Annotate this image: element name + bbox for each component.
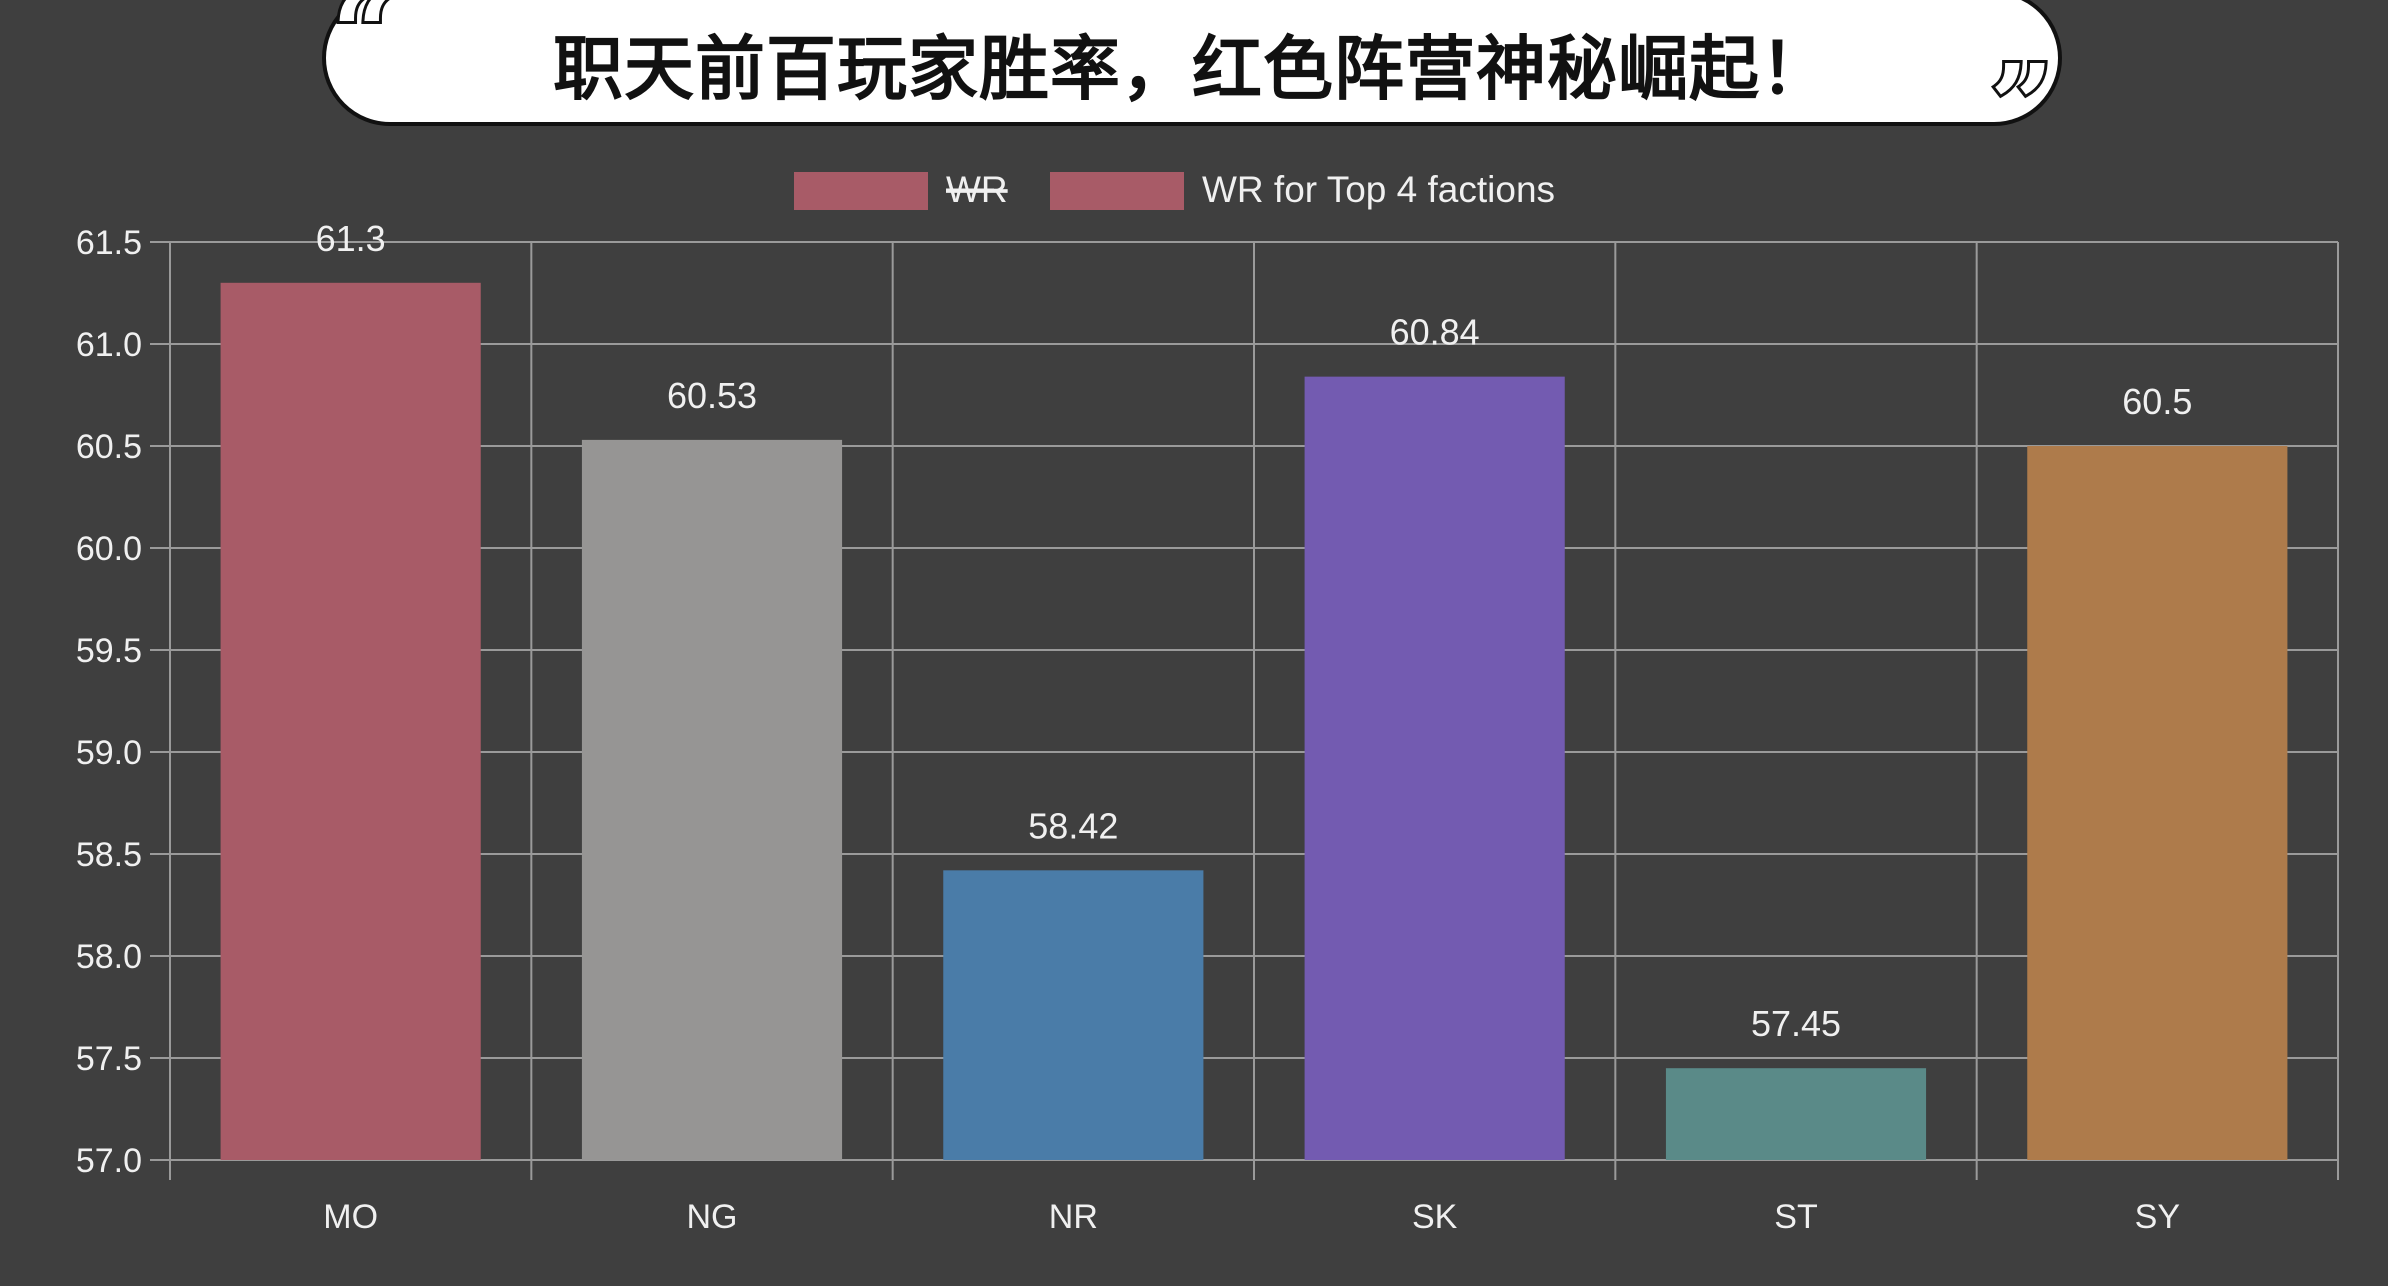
y-tick-label: 58.0	[76, 938, 142, 976]
x-tick-label-sy: SY	[2135, 1198, 2180, 1236]
x-tick-label-ng: NG	[687, 1198, 738, 1236]
data-label-nr: 58.42	[1028, 805, 1118, 846]
y-tick-label: 57.5	[76, 1040, 142, 1078]
y-tick-label: 57.0	[76, 1142, 142, 1180]
legend-label: WR for Top 4 factions	[1202, 169, 1555, 210]
y-tick-label: 60.5	[76, 428, 142, 466]
banner-title: 职天前百玩家胜率，红色阵营神秘崛起！	[553, 27, 1831, 110]
data-label-ng: 60.53	[667, 375, 757, 416]
x-tick-label-mo: MO	[323, 1198, 378, 1236]
data-label-sy: 60.5	[2122, 381, 2192, 422]
title-banner	[322, 0, 2062, 126]
bar-sk	[1304, 376, 1565, 1160]
data-label-sk: 60.84	[1390, 312, 1480, 353]
bar-sy	[2027, 446, 2288, 1160]
legend-swatch	[794, 172, 928, 210]
y-tick-label: 59.0	[76, 734, 142, 772]
y-tick-label: 61.0	[76, 326, 142, 364]
y-tick-label: 60.0	[76, 530, 142, 568]
y-tick-label: 59.5	[76, 632, 142, 670]
x-tick-label-nr: NR	[1049, 1198, 1098, 1236]
bar-st	[1665, 1068, 1927, 1160]
legend-swatch	[1050, 172, 1184, 210]
x-tick-label-sk: SK	[1412, 1198, 1458, 1236]
open-quote-mark: “	[329, 0, 398, 97]
data-label-st: 57.45	[1751, 1003, 1841, 1044]
y-tick-label: 58.5	[76, 836, 142, 874]
y-tick-label: 61.5	[76, 224, 142, 262]
bar-nr	[943, 870, 1204, 1160]
data-label-mo: 61.3	[316, 218, 386, 259]
x-tick-label-st: ST	[1774, 1198, 1817, 1236]
close-quote-mark: ”	[1987, 40, 2056, 169]
bar-ng	[581, 439, 843, 1160]
bar-mo	[220, 282, 481, 1160]
